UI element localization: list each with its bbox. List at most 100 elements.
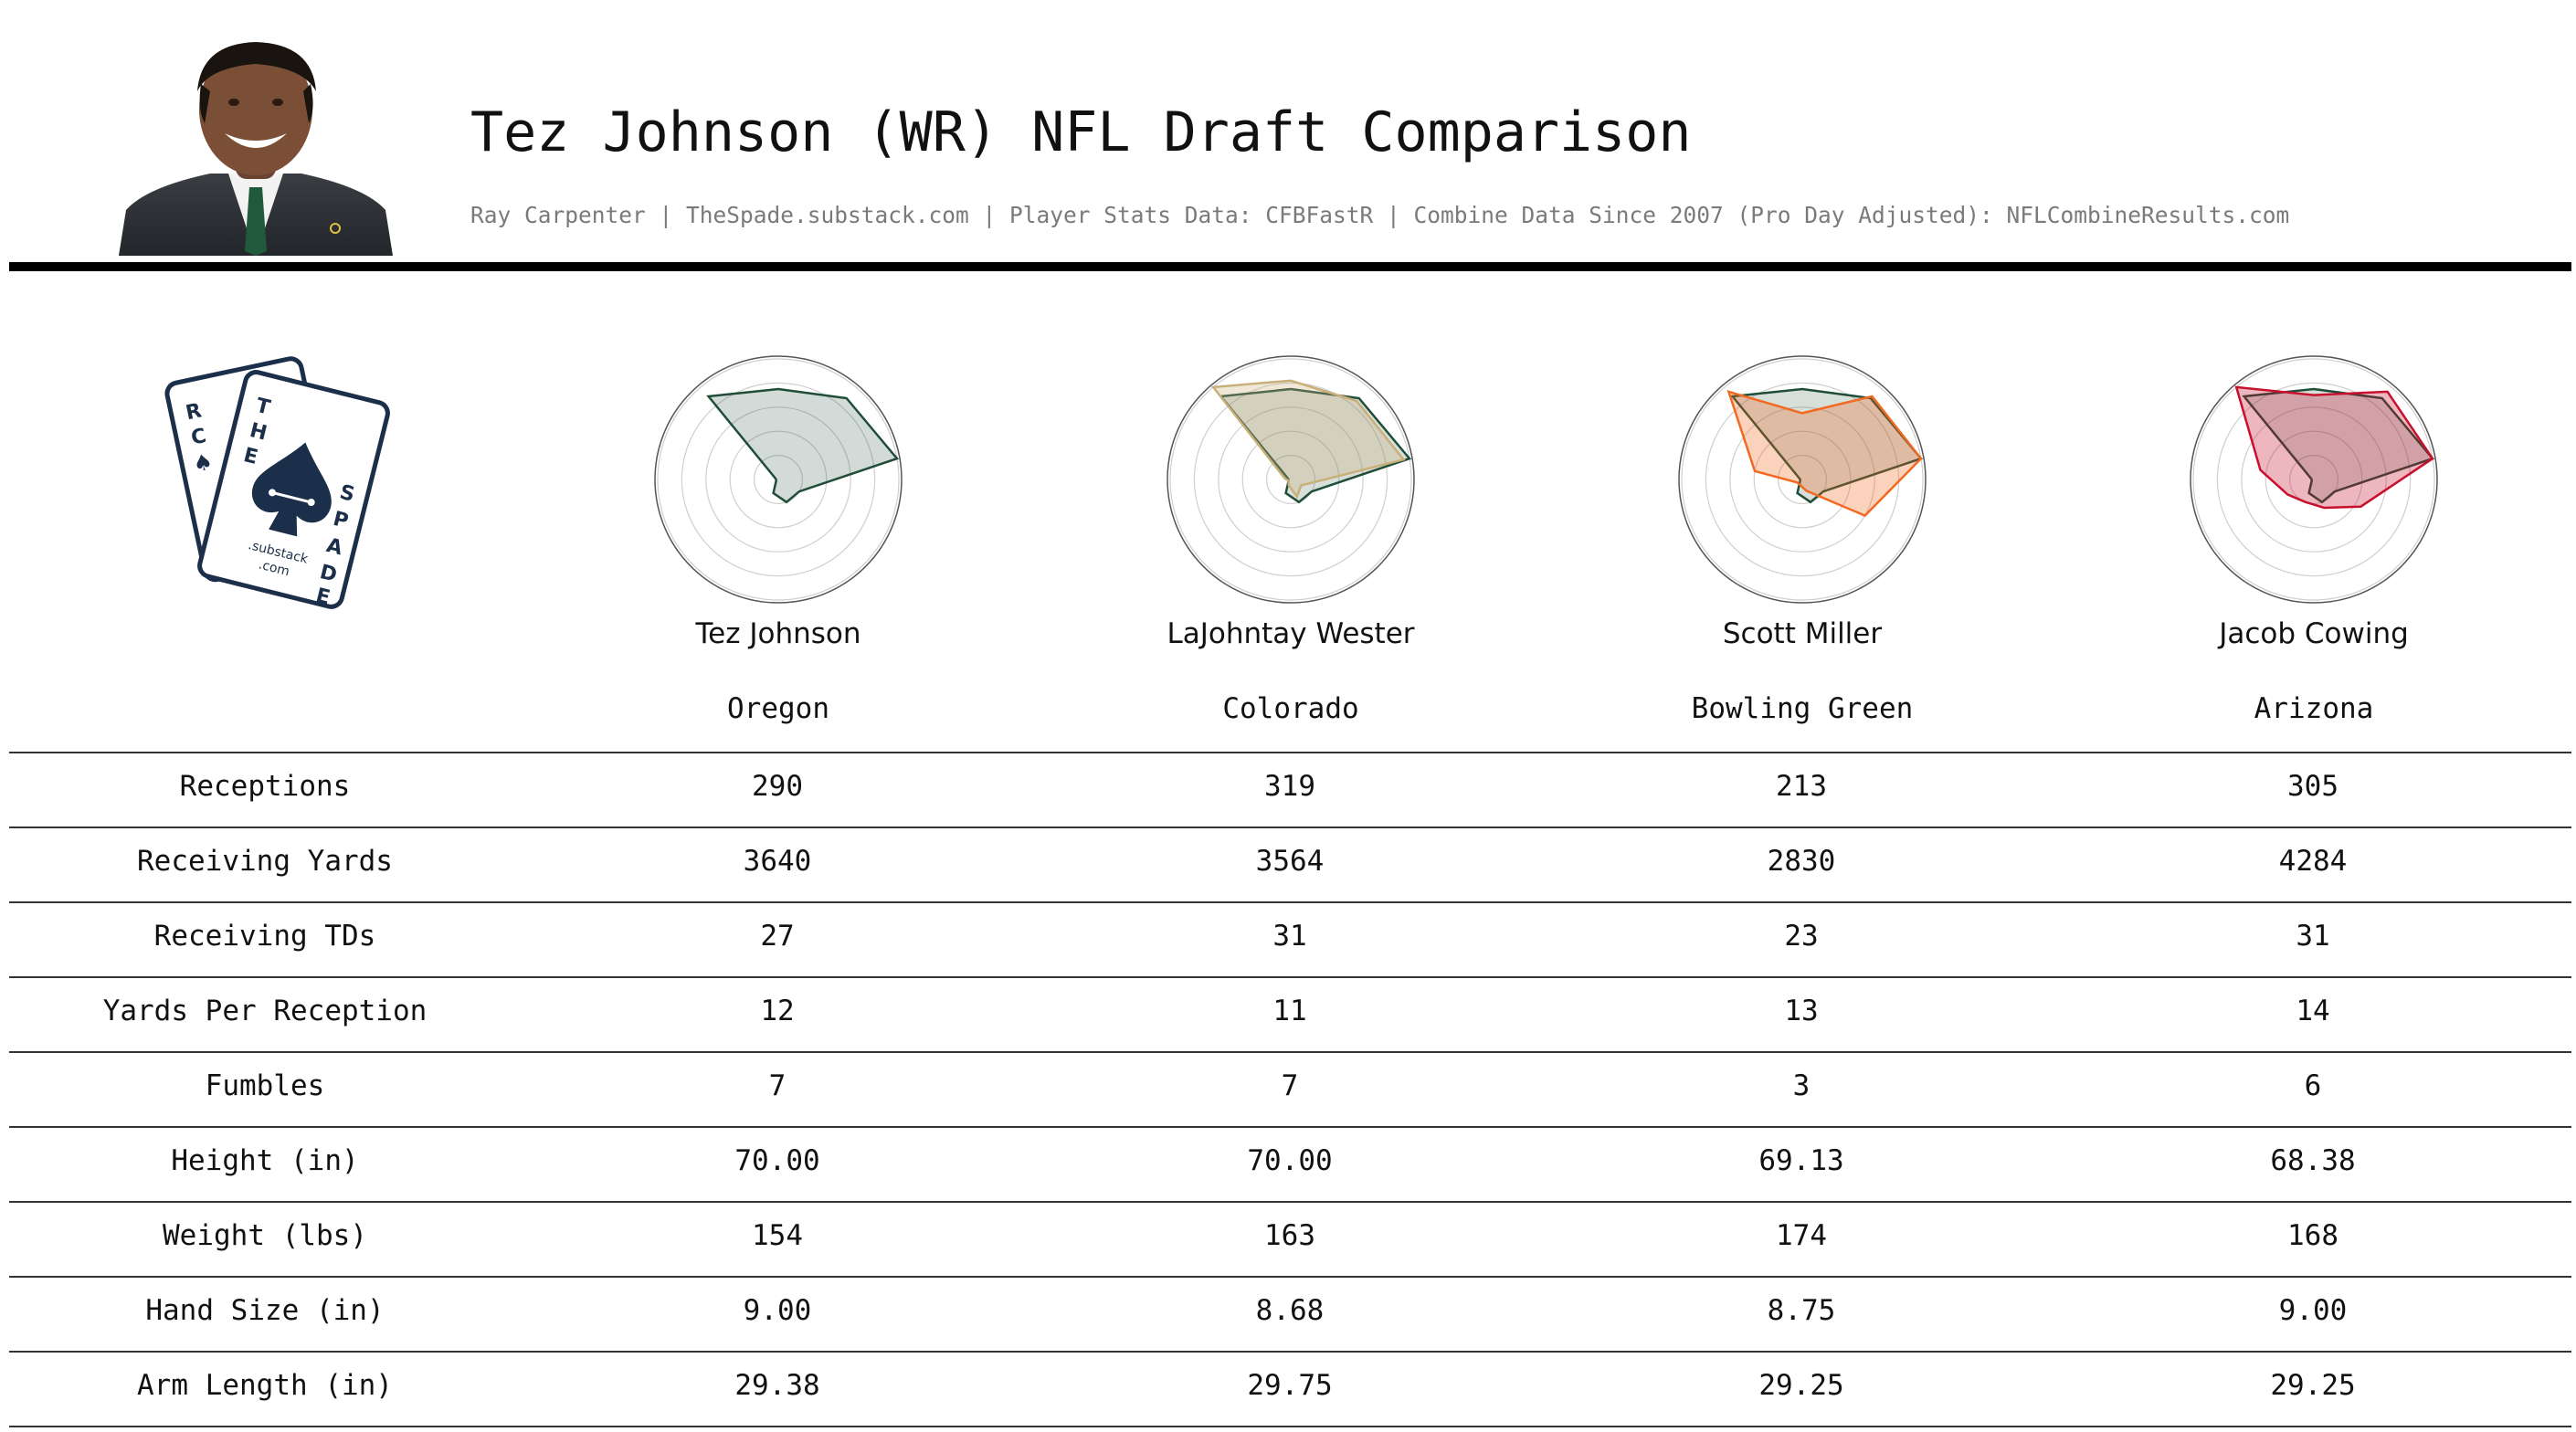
player-school: Bowling Green xyxy=(1691,692,1914,725)
table-cell: 7 xyxy=(768,1069,787,1102)
radar-series xyxy=(1210,379,1406,500)
player-name: Tez Johnson xyxy=(695,617,861,650)
table-cell: 6 xyxy=(2304,1069,2322,1102)
player-headshot xyxy=(119,42,393,256)
table-cell: 29.75 xyxy=(1247,1369,1333,1402)
table-cell: 27 xyxy=(760,920,795,953)
radar-reference-series xyxy=(1730,387,1924,504)
player-name: Scott Miller xyxy=(1722,617,1883,650)
table-cell: 3 xyxy=(1792,1069,1811,1102)
table-cell: 7 xyxy=(1281,1069,1299,1102)
table-cell: 23 xyxy=(1784,920,1819,953)
table-cell: 29.25 xyxy=(2270,1369,2356,1402)
table-row-label: Height (in) xyxy=(171,1144,359,1177)
radar-grid-ring xyxy=(705,406,851,553)
player-name: Jacob Cowing xyxy=(2219,617,2409,650)
header-divider xyxy=(9,262,2571,271)
table-row-label: Hand Size (in) xyxy=(145,1294,385,1327)
table-cell: 31 xyxy=(1272,920,1307,953)
table-row-label: Yards Per Reception xyxy=(102,995,428,1027)
radar-grid-ring xyxy=(1753,430,1852,529)
page-subtitle: Ray Carpenter | TheSpade.substack.com | … xyxy=(470,202,2290,228)
table-cell: 70.00 xyxy=(1247,1144,1333,1177)
table-row-divider xyxy=(9,1426,2571,1427)
table-cell: 68.38 xyxy=(2270,1144,2356,1177)
table-row-label: Weight (lbs) xyxy=(163,1219,367,1252)
radar-chart-scott-miller xyxy=(1678,355,1927,604)
logo-letter: P xyxy=(331,508,351,533)
radar-series xyxy=(1726,390,1923,518)
radar-frame xyxy=(1678,355,1927,604)
table-row-divider xyxy=(9,1351,2571,1353)
player-school: Oregon xyxy=(727,692,829,725)
table-cell: 69.13 xyxy=(1758,1144,1844,1177)
table-row-divider xyxy=(9,1126,2571,1128)
radar-frame xyxy=(1167,355,1415,604)
logo-letter: T xyxy=(254,395,273,420)
radar-series xyxy=(706,387,900,504)
radar-grid-ring xyxy=(681,382,876,577)
radar-chart-lajohntay-wester xyxy=(1167,355,1415,604)
radar-series xyxy=(2234,385,2434,510)
table-row-divider xyxy=(9,976,2571,978)
radar-frame xyxy=(2190,355,2438,604)
table-row-divider xyxy=(9,827,2571,828)
logo-letter: H xyxy=(248,419,269,446)
table-cell: 319 xyxy=(1264,770,1315,803)
radar-grid-ring xyxy=(2241,406,2387,553)
radar-reference-series xyxy=(1219,387,1412,504)
radar-chart-jacob-cowing xyxy=(2190,355,2438,604)
logo-letter: A xyxy=(324,534,345,560)
radar-chart-tez-johnson xyxy=(654,355,903,604)
table-cell: 29.38 xyxy=(734,1369,820,1402)
radar-grid-ring xyxy=(1241,430,1340,529)
radar-reference-series xyxy=(2242,387,2435,504)
table-cell: 3640 xyxy=(743,845,812,878)
logo-letter: R xyxy=(184,399,204,425)
radar-grid-ring xyxy=(2265,430,2363,529)
player-school: Colorado xyxy=(1222,692,1359,725)
table-cell: 8.75 xyxy=(1767,1294,1836,1327)
table-cell: 2830 xyxy=(1767,845,1836,878)
radar-grid-ring xyxy=(1169,358,1412,601)
radar-grid-ring xyxy=(1705,382,1900,577)
table-cell: 31 xyxy=(2296,920,2330,953)
radar-grid-ring xyxy=(1218,406,1364,553)
table-row-label: Receptions xyxy=(179,770,351,803)
logo-letter: D xyxy=(318,561,340,587)
logo-letter: E xyxy=(241,444,260,469)
spade-icon xyxy=(251,442,332,537)
the-spade-logo: R C ♠ T H E S P A D E .substack .com xyxy=(164,356,390,610)
player-school: Arizona xyxy=(2254,692,2374,725)
radar-grid-ring xyxy=(1266,455,1315,504)
radar-grid-ring xyxy=(1681,358,1924,601)
table-cell: 213 xyxy=(1776,770,1827,803)
radar-grid-ring xyxy=(729,430,828,529)
logo-letter: S xyxy=(337,481,356,507)
table-cell: 9.00 xyxy=(2278,1294,2348,1327)
table-cell: 14 xyxy=(2296,995,2330,1027)
table-cell: 305 xyxy=(2287,770,2338,803)
logo-letter: E xyxy=(313,584,333,610)
radar-grid-ring xyxy=(1778,455,1827,504)
table-row-label: Arm Length (in) xyxy=(137,1369,393,1402)
table-cell: 3564 xyxy=(1255,845,1325,878)
table-cell: 163 xyxy=(1264,1219,1315,1252)
page-title: Tez Johnson (WR) NFL Draft Comparison xyxy=(470,100,1692,164)
table-cell: 290 xyxy=(752,770,803,803)
table-cell: 9.00 xyxy=(743,1294,812,1327)
table-row-label: Fumbles xyxy=(205,1069,325,1102)
table-row-divider xyxy=(9,1201,2571,1203)
table-cell: 29.25 xyxy=(1758,1369,1844,1402)
table-row-label: Receiving TDs xyxy=(153,920,376,953)
player-name: LaJohntay Wester xyxy=(1167,617,1415,650)
radar-frame xyxy=(654,355,903,604)
radar-grid-ring xyxy=(754,455,803,504)
table-cell: 8.68 xyxy=(1255,1294,1325,1327)
radar-grid-ring xyxy=(1729,406,1875,553)
table-cell: 11 xyxy=(1272,995,1307,1027)
table-row-divider xyxy=(9,752,2571,753)
table-cell: 13 xyxy=(1784,995,1819,1027)
logo-letter: C xyxy=(189,425,208,450)
radar-grid-ring xyxy=(657,358,900,601)
